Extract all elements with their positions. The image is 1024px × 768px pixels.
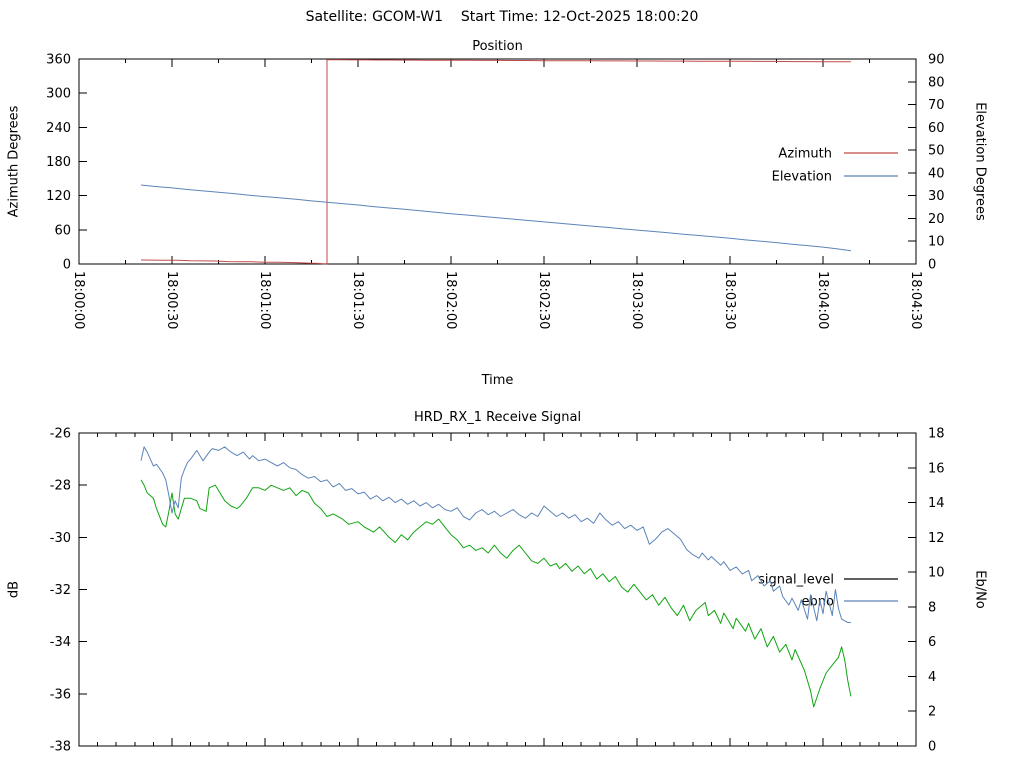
y-right-tick-label: 14 xyxy=(928,496,945,511)
position-xlabel: Time xyxy=(481,373,514,388)
y-left-tick-label: -34 xyxy=(50,635,71,650)
y-right-tick-label: 10 xyxy=(928,566,945,581)
legend-label-Elevation: Elevation xyxy=(772,170,832,185)
page-title: Satellite: GCOM-W1 Start Time: 12-Oct-20… xyxy=(305,9,699,25)
position-title: Position xyxy=(472,39,523,54)
x-tick-label: 18:02:30 xyxy=(536,271,551,329)
y-right-tick-label: 80 xyxy=(928,75,945,90)
y-right-tick-label: 0 xyxy=(928,740,936,755)
legend-label-Azimuth: Azimuth xyxy=(778,147,832,162)
y-left-tick-label: -32 xyxy=(50,583,71,598)
receive-signal-yright-axis-label: Eb/No xyxy=(973,570,988,609)
receive-signal-chart: -38 -36 -34 -32 -30 -28 -26 0 2 4 6 8 10 12 14 16 18 HRD_… xyxy=(7,410,988,755)
legend-label-signal_level: signal_level xyxy=(758,573,834,588)
y-left-tick-label: -28 xyxy=(50,479,71,494)
y-right-tick-label: 70 xyxy=(928,98,945,113)
position-chart: 18:00:00 18:00:30 18:01:00 18:01:30 18:02:00… xyxy=(7,39,988,388)
y-left-tick-label: 180 xyxy=(46,155,71,170)
position-yright-axis-label: Elevation Degrees xyxy=(973,102,988,221)
x-tick-label: 18:00:00 xyxy=(71,271,86,329)
y-right-tick-label: 12 xyxy=(928,531,945,546)
y-left-tick-label: 240 xyxy=(46,121,71,136)
y-left-tick-label: 300 xyxy=(46,87,71,102)
y-left-tick-label: 360 xyxy=(46,53,71,68)
y-right-tick-label: 8 xyxy=(928,600,936,615)
x-tick-label: 18:01:30 xyxy=(350,271,365,329)
y-left-tick-label: -36 xyxy=(50,687,71,702)
x-tick-label: 18:03:30 xyxy=(722,271,737,329)
position-plot-border xyxy=(78,58,917,265)
azimuth-series-line xyxy=(140,59,851,265)
x-tick-label: 18:03:00 xyxy=(629,271,644,329)
y-right-tick-label: 40 xyxy=(928,166,945,181)
signal_level-series-line xyxy=(140,479,852,708)
y-left-tick-label: -30 xyxy=(50,531,71,546)
y-right-tick-label: 90 xyxy=(928,53,945,68)
receive-signal-yleft-axis-label: dB xyxy=(7,581,22,598)
y-right-tick-label: 30 xyxy=(928,189,945,204)
y-left-tick-label: -38 xyxy=(50,740,71,755)
y-right-tick-label: 50 xyxy=(928,144,945,159)
y-right-tick-label: 20 xyxy=(928,212,945,227)
y-left-tick-label: 0 xyxy=(63,258,71,273)
receive-signal-plot-border xyxy=(78,432,917,747)
x-tick-label: 18:02:00 xyxy=(443,271,458,329)
ebno-series-line xyxy=(140,446,851,623)
y-left-tick-label: -26 xyxy=(50,427,71,442)
elevation-series-line xyxy=(140,184,851,252)
y-right-tick-label: 16 xyxy=(928,461,945,476)
x-tick-label: 18:04:30 xyxy=(908,271,923,329)
y-right-tick-label: 60 xyxy=(928,121,945,136)
y-left-tick-label: 120 xyxy=(46,189,71,204)
y-right-tick-label: 4 xyxy=(928,670,936,685)
y-right-tick-label: 0 xyxy=(928,258,936,273)
x-tick-label: 18:00:30 xyxy=(164,271,179,329)
y-left-tick-label: 60 xyxy=(54,223,71,238)
y-right-tick-label: 18 xyxy=(928,427,945,442)
receive-signal-title: HRD_RX_1 Receive Signal xyxy=(414,410,581,425)
y-right-tick-label: 2 xyxy=(928,705,936,720)
x-tick-label: 18:04:00 xyxy=(815,271,830,329)
x-tick-label: 18:01:00 xyxy=(257,271,272,329)
y-right-tick-label: 6 xyxy=(928,635,936,650)
y-right-tick-label: 10 xyxy=(928,235,945,250)
position-yleft-axis-label: Azimuth Degrees xyxy=(7,105,22,217)
